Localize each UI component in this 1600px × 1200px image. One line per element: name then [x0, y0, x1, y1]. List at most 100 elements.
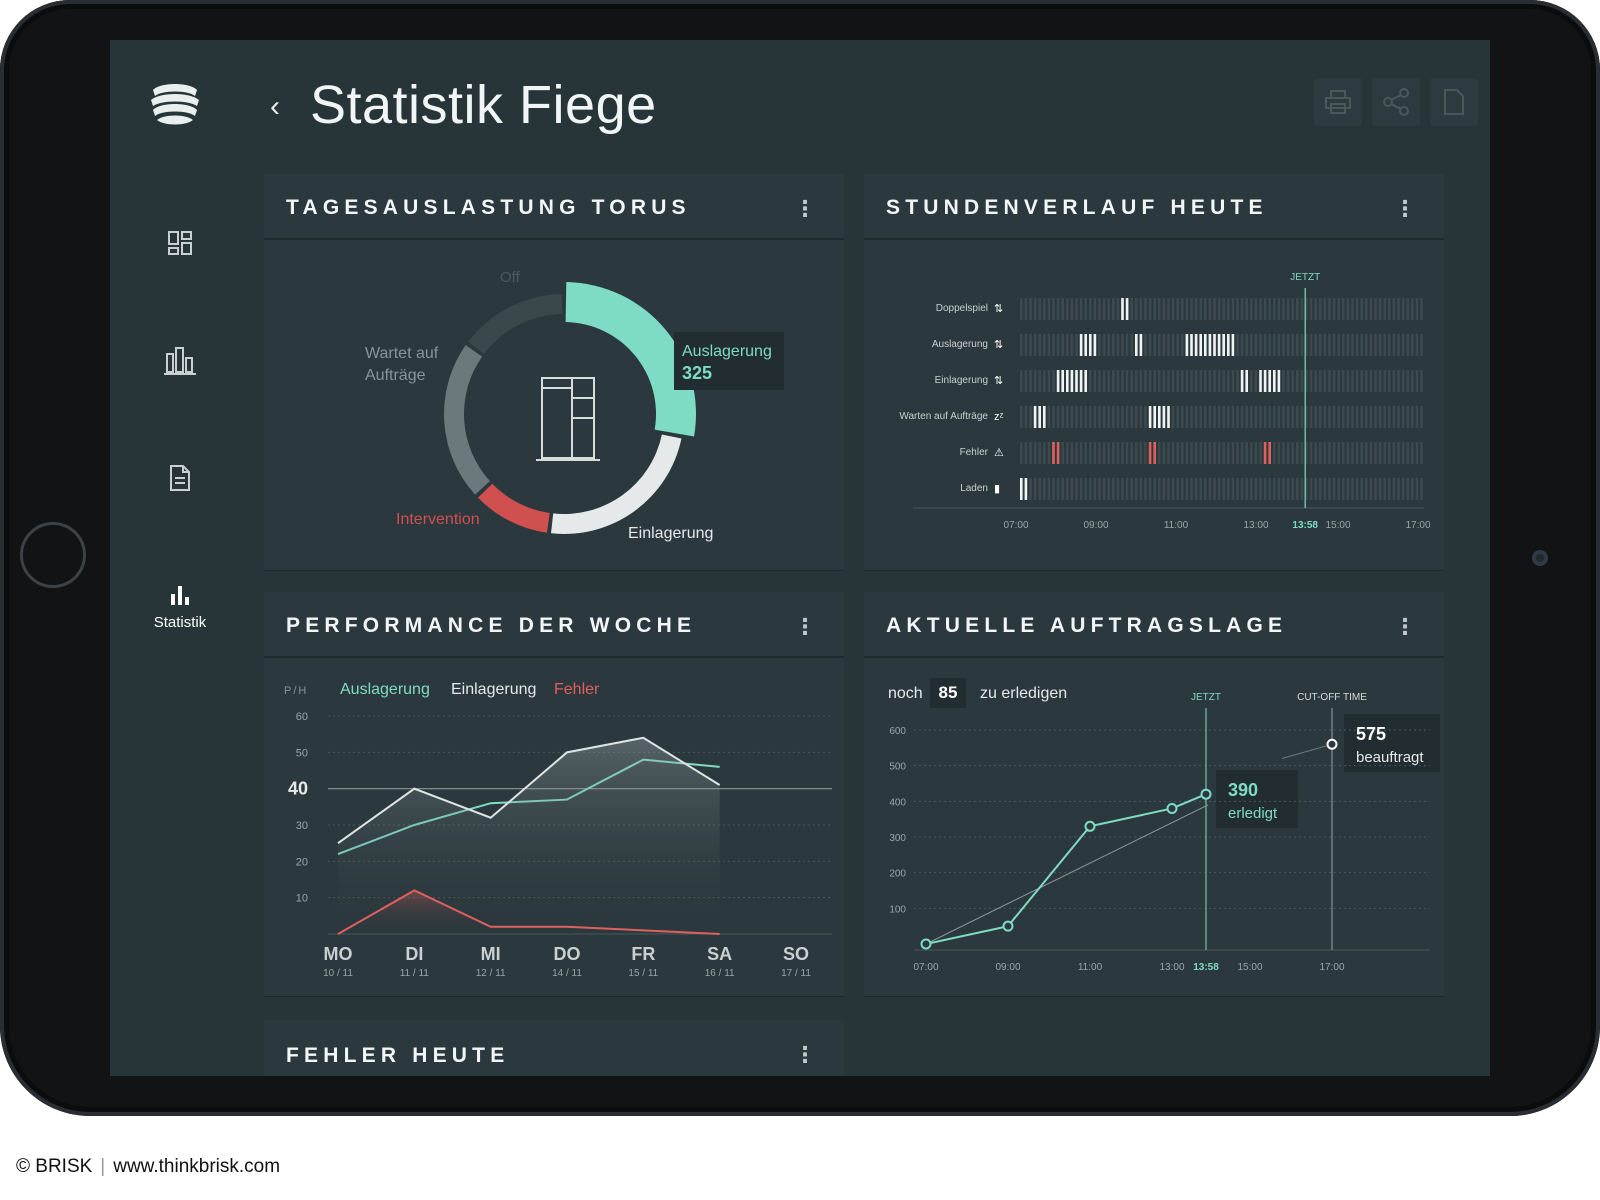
print-button[interactable] [1314, 78, 1362, 126]
activity-tick [1217, 406, 1221, 428]
activity-tick [1222, 478, 1225, 500]
activity-tick [1240, 370, 1244, 392]
more-vertical-icon[interactable]: ⋮ [1394, 196, 1416, 221]
activity-tick [1033, 298, 1037, 320]
x-tick-label: 09:00 [1083, 520, 1108, 531]
activity-tick [1098, 442, 1101, 464]
activity-tick [1052, 370, 1055, 392]
activity-tick [1125, 334, 1129, 356]
activity-tick [1148, 370, 1152, 392]
footer-link[interactable]: www.thinkbrisk.com [113, 1156, 281, 1177]
activity-tick [1342, 406, 1345, 428]
activity-tick [1116, 298, 1120, 320]
x-date-label: 14 / 11 [552, 968, 582, 979]
row-label: Doppelspiel [936, 303, 988, 314]
activity-tick [1388, 478, 1391, 500]
activity-tick [1268, 334, 1271, 356]
card-auftragslage: AKTUELLE AUFTRAGSLAGE ⋮ noch 85 zu erled… [864, 592, 1444, 996]
more-vertical-icon[interactable]: ⋮ [794, 1042, 816, 1067]
activity-tick [1093, 370, 1097, 392]
activity-tick [1181, 298, 1184, 320]
activity-tick [1089, 478, 1092, 500]
activity-tick [1107, 370, 1110, 392]
activity-tick [1420, 406, 1423, 428]
activity-tick [1033, 442, 1037, 464]
legend-auslagerung[interactable]: Auslagerung [340, 681, 430, 698]
home-button[interactable] [20, 522, 86, 588]
activity-tick [1397, 298, 1400, 320]
label-wartet: Wartet auf [365, 345, 439, 362]
activity-tick [1286, 478, 1290, 500]
activity-tick [1066, 370, 1069, 392]
x-tick-label: 11:00 [1164, 520, 1189, 531]
sidebar-item-documents[interactable] [140, 464, 220, 514]
sidebar-item-statistik[interactable]: Statistik [140, 584, 220, 634]
activity-tick [1231, 406, 1235, 428]
share-button[interactable] [1372, 78, 1420, 126]
y-tick-label: 20 [296, 856, 308, 868]
activity-tick [1245, 298, 1248, 320]
activity-tick [1153, 370, 1156, 392]
more-vertical-icon[interactable]: ⋮ [1394, 614, 1416, 639]
activity-tick [1061, 298, 1064, 320]
activity-tick [1401, 334, 1405, 356]
legend-fehler[interactable]: Fehler [554, 681, 600, 698]
activity-tick [1250, 406, 1253, 428]
activity-tick [1296, 478, 1299, 500]
activity-tick [1033, 406, 1037, 428]
activity-tick [1240, 442, 1244, 464]
activity-tick [1162, 334, 1166, 356]
y-tick-label: 50 [296, 747, 308, 759]
activity-tick [1148, 406, 1152, 428]
activity-tick [1121, 370, 1124, 392]
activity-tick [1305, 298, 1308, 320]
sidebar-item-dashboard[interactable] [140, 230, 220, 280]
activity-tick [1052, 334, 1055, 356]
activity-tick [1047, 334, 1051, 356]
activity-tick [1181, 442, 1184, 464]
activity-tick [1415, 478, 1419, 500]
activity-tick [1328, 298, 1331, 320]
sidebar-item-label: Statistik [153, 614, 207, 631]
chevron-left-icon[interactable]: ‹ [270, 90, 280, 123]
activity-tick [1194, 370, 1198, 392]
activity-tick [1204, 406, 1207, 428]
activity-tick [1282, 478, 1285, 500]
activity-tick [1245, 370, 1248, 392]
series-area [338, 737, 720, 934]
activity-tick [1337, 370, 1340, 392]
activity-tick [1305, 406, 1308, 428]
card-title: AKTUELLE AUFTRAGSLAGE [886, 614, 1288, 637]
activity-tick [1351, 334, 1354, 356]
activity-tick [1162, 406, 1166, 428]
activity-tick [1365, 334, 1368, 356]
activity-tick [1254, 406, 1258, 428]
activity-tick [1250, 442, 1253, 464]
activity-tick [1291, 478, 1294, 500]
battery-icon: ▮ [994, 483, 1000, 495]
activity-tick [1337, 478, 1340, 500]
sidebar-item-warehouse[interactable] [140, 346, 220, 396]
more-vertical-icon[interactable]: ⋮ [794, 196, 816, 221]
row-label: Laden [960, 483, 988, 494]
activity-tick [1355, 370, 1359, 392]
legend-einlagerung[interactable]: Einlagerung [451, 681, 536, 698]
activity-tick [1217, 370, 1221, 392]
row-label: Einlagerung [935, 375, 988, 386]
activity-tick [1116, 334, 1120, 356]
more-vertical-icon[interactable]: ⋮ [794, 614, 816, 639]
activity-tick [1222, 442, 1225, 464]
activity-tick [1075, 478, 1078, 500]
activity-tick [1194, 298, 1198, 320]
activity-tick [1084, 442, 1087, 464]
file-button[interactable] [1430, 78, 1478, 126]
sleep-icon: zᶻ [994, 411, 1004, 423]
activity-tick [1406, 406, 1409, 428]
activity-tick [1236, 478, 1239, 500]
activity-tick [1043, 406, 1046, 428]
activity-tick [1323, 442, 1327, 464]
activity-tick [1084, 298, 1087, 320]
warning-icon: ⚠ [994, 447, 1004, 459]
activity-tick [1392, 334, 1396, 356]
activity-tick [1162, 478, 1166, 500]
